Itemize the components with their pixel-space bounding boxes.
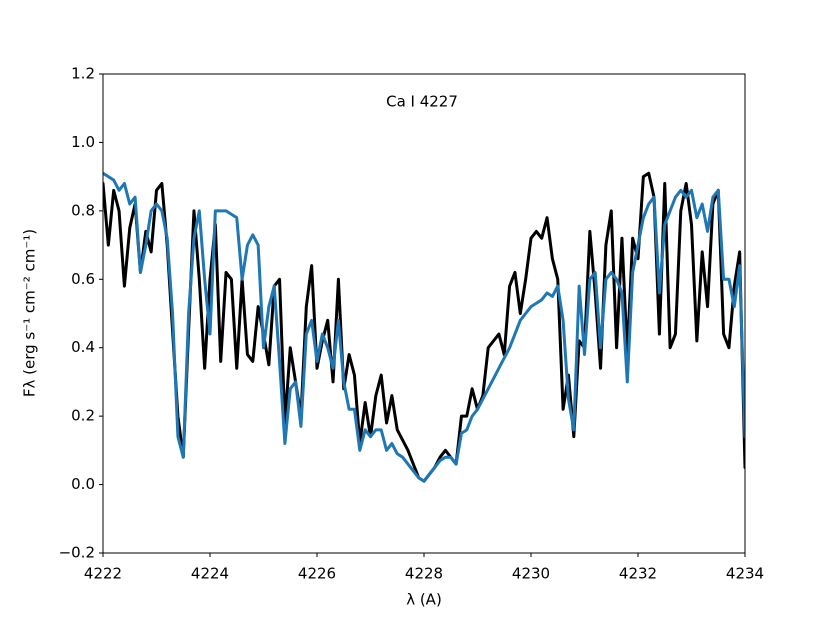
x-tick-label: 4230 <box>512 565 550 583</box>
x-tick-label: 4228 <box>405 565 443 583</box>
y-tick-label: 0.6 <box>71 270 95 288</box>
series-line <box>103 171 745 483</box>
y-axis-label: Fλ (erg s⁻¹ cm⁻² cm⁻¹) <box>21 229 39 397</box>
x-axis-label: λ (A) <box>406 591 442 609</box>
x-tick-label: 4224 <box>191 565 229 583</box>
y-tick-label: 1.2 <box>71 65 95 83</box>
y-tick-label: 0.8 <box>71 201 95 219</box>
x-tick-label: 4226 <box>298 565 336 583</box>
x-tick-label: 4232 <box>619 565 657 583</box>
y-tick-label: 1.0 <box>71 133 95 151</box>
y-tick-label: 0.4 <box>71 338 95 356</box>
plot-frame <box>102 73 746 554</box>
y-tick-label: 0.2 <box>71 407 95 425</box>
annotation: Ca I 4227 <box>386 93 458 111</box>
x-tick-label: 4234 <box>726 565 764 583</box>
y-tick-label: 0.0 <box>71 475 95 493</box>
y-tick-label: −0.2 <box>59 544 95 562</box>
x-tick-label: 4222 <box>84 565 122 583</box>
